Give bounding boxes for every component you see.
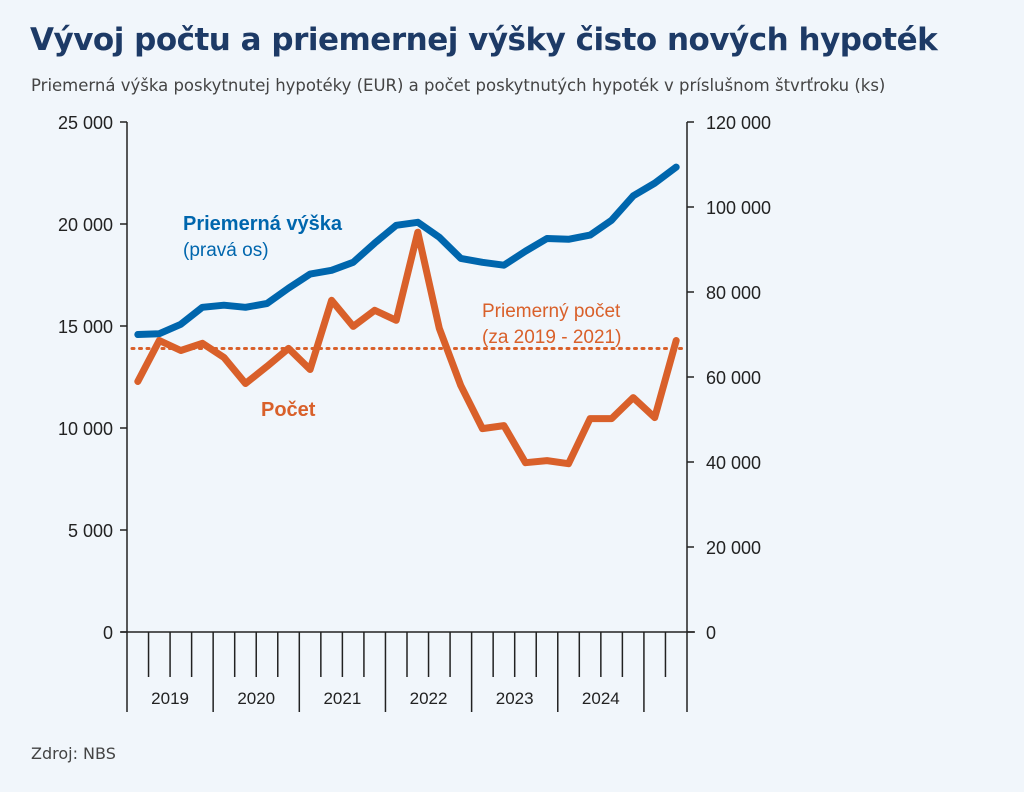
left-axis-tick-label: 15 000: [58, 317, 113, 337]
left-axis-tick-label: 10 000: [58, 419, 113, 439]
right-axis-tick-label: 0: [706, 623, 716, 643]
chart-subtitle: Priemerná výška poskytnutej hypotéky (EU…: [31, 76, 886, 95]
average-amount-series-label: Priemerná výška: [183, 213, 343, 235]
average-amount-axis-note: (pravá os): [183, 240, 269, 261]
source-note: Zdroj: NBS: [31, 744, 116, 763]
reference-line-label: Priemerný počet: [482, 301, 621, 322]
count-series-label: Počet: [261, 399, 316, 421]
x-axis-year-label: 2022: [410, 689, 448, 708]
x-axis-year-label: 2024: [582, 689, 620, 708]
chart-title: Vývoj počtu a priemernej výšky čisto nov…: [30, 22, 938, 58]
right-axis-tick-label: 40 000: [706, 453, 761, 473]
right-axis-tick-label: 60 000: [706, 368, 761, 388]
left-axis-tick-label: 5 000: [68, 521, 113, 541]
x-axis-year-label: 2019: [151, 689, 189, 708]
average-amount-line: [134, 163, 680, 338]
x-axis-year-label: 2020: [237, 689, 275, 708]
right-axis-tick-label: 20 000: [706, 538, 761, 558]
count-line: [134, 228, 680, 468]
right-axis-tick-label: 100 000: [706, 198, 771, 218]
left-axis-tick-label: 20 000: [58, 215, 113, 235]
right-axis-tick-label: 80 000: [706, 283, 761, 303]
left-axis-tick-label: 25 000: [58, 113, 113, 133]
left-axis-tick-label: 0: [103, 623, 113, 643]
right-axis-tick-label: 120 000: [706, 113, 771, 133]
reference-line-period: (za 2019 - 2021): [482, 327, 621, 348]
x-axis-year-label: 2021: [323, 689, 361, 708]
x-axis-year-label: 2023: [496, 689, 534, 708]
